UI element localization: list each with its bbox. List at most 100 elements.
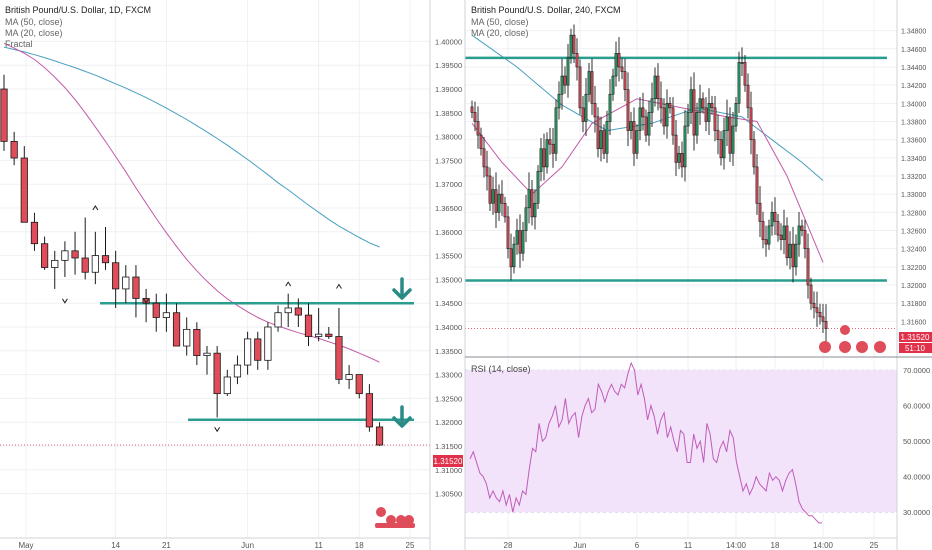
candle	[284, 307, 292, 314]
y-tick-label: 1.34400	[901, 65, 926, 72]
candle	[91, 255, 99, 273]
candle	[800, 225, 804, 231]
y-tick-label: 1.40000	[435, 37, 462, 46]
candle	[41, 243, 49, 268]
y-tick-label: 1.30500	[435, 490, 462, 499]
candle	[734, 103, 738, 127]
fractal-marker	[92, 205, 99, 211]
candle	[761, 221, 765, 240]
y-tick-label: 1.34000	[901, 101, 926, 108]
y-tick-label: 60.0000	[903, 402, 930, 411]
candle	[527, 189, 531, 209]
candle	[71, 250, 79, 259]
y-tick-label: 1.37000	[435, 180, 462, 189]
candle	[794, 243, 798, 268]
candle	[581, 107, 585, 122]
candle	[824, 321, 828, 329]
candle	[254, 338, 262, 361]
candle	[641, 107, 645, 118]
y-tick-label: 1.31000	[435, 466, 462, 475]
candle	[626, 89, 630, 131]
candle	[788, 243, 792, 259]
candle	[662, 107, 666, 127]
candle	[674, 134, 678, 163]
event-flag-icon[interactable]	[375, 507, 415, 528]
y-tick-label: 1.33600	[901, 138, 926, 145]
candle	[554, 107, 558, 154]
candle	[620, 66, 624, 72]
candle	[183, 328, 191, 347]
candle	[707, 103, 711, 122]
y-tick-label: 1.38000	[435, 133, 462, 142]
y-tick-label: 1.32800	[901, 210, 926, 217]
y-tick-label: 1.34800	[901, 29, 926, 36]
candle	[677, 152, 681, 163]
left-title: British Pound/U.S. Dollar, 1D, FXCM	[5, 5, 151, 15]
candle	[647, 112, 651, 136]
candle	[767, 225, 771, 245]
candle	[713, 107, 717, 131]
fractal-marker	[143, 298, 150, 304]
candle	[578, 66, 582, 109]
rsi-chart[interactable]	[469, 361, 822, 524]
candle	[680, 152, 684, 168]
candle	[548, 139, 552, 145]
event-flag-icon[interactable]	[819, 325, 886, 353]
y-tick-label: 1.34600	[901, 47, 926, 54]
y-tick-label: 1.32500	[435, 394, 462, 403]
candle	[488, 175, 492, 204]
candle	[530, 189, 534, 218]
candle	[776, 221, 780, 236]
candle	[695, 112, 699, 136]
y-tick-label: 1.33800	[901, 119, 926, 126]
candle	[611, 75, 615, 95]
candle	[545, 139, 549, 168]
candle	[81, 257, 89, 273]
candle	[518, 230, 522, 254]
candle	[755, 166, 759, 204]
candle	[665, 103, 669, 127]
candle	[632, 121, 636, 154]
candle	[345, 374, 353, 380]
y-tick-label: 1.32200	[901, 265, 926, 272]
candle	[375, 426, 384, 446]
candle	[112, 262, 120, 290]
ma20-line	[471, 98, 824, 263]
candle	[623, 71, 627, 90]
left-price-axis: 1.40000 1.39500 1.39000 1.38500 1.38000 1.375…	[435, 37, 462, 498]
y-tick-label: 1.38500	[435, 109, 462, 118]
candle	[593, 103, 597, 118]
candle	[749, 107, 753, 140]
x-tick-label: 25	[870, 541, 879, 550]
x-tick-label: 21	[162, 541, 171, 550]
y-tick-label: 1.33000	[435, 371, 462, 380]
candle	[485, 166, 489, 177]
y-tick-label: 1.37500	[435, 156, 462, 165]
x-tick-label: 28	[504, 541, 513, 550]
candle	[494, 189, 498, 213]
rsi-title: RSI (14, close)	[471, 364, 531, 374]
candle	[656, 75, 660, 100]
candle	[779, 234, 783, 240]
x-tick-label: 14	[111, 541, 120, 550]
y-tick-label: 1.32000	[435, 418, 462, 427]
candle	[512, 243, 516, 268]
candle	[536, 171, 540, 204]
x-tick-label: 18	[771, 541, 780, 550]
candle	[584, 93, 588, 122]
candle	[30, 221, 39, 245]
x-tick-label: 25	[406, 541, 415, 550]
candle	[797, 225, 801, 245]
ma50-line	[471, 34, 824, 181]
candle	[608, 93, 612, 122]
right-chart[interactable]	[465, 24, 897, 345]
candle	[725, 116, 729, 131]
rsi-line	[469, 361, 822, 524]
candle	[304, 314, 313, 337]
fractal-marker	[214, 427, 221, 433]
y-tick-label: 1.39500	[435, 61, 462, 70]
candle	[692, 89, 696, 136]
left-chart[interactable]	[0, 42, 430, 446]
candle	[503, 202, 507, 218]
y-tick-label: 1.32400	[901, 247, 926, 254]
